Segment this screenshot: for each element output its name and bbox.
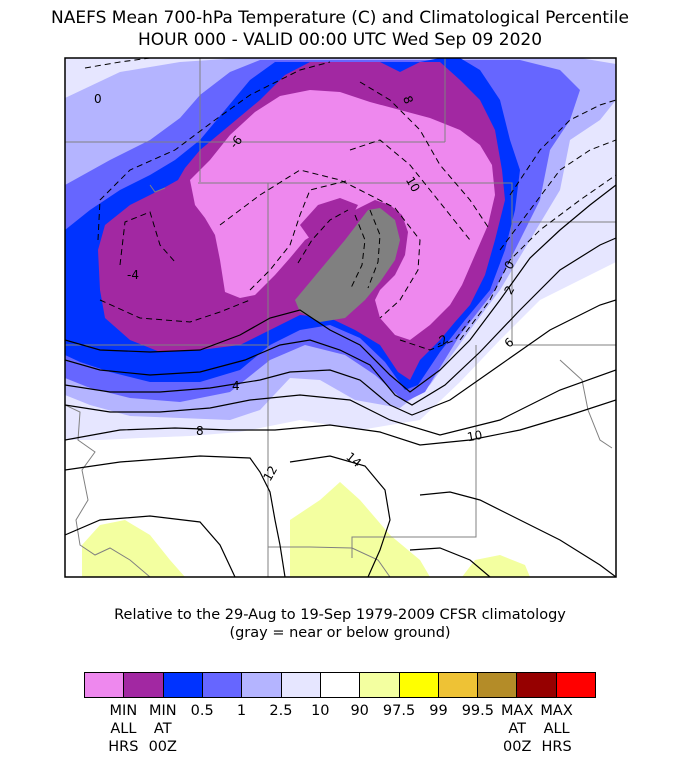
contour-label: 4 <box>232 379 240 393</box>
legend-label: 97.5 <box>382 703 416 719</box>
legend-label: 0.5 <box>190 703 214 719</box>
legend-swatch <box>280 673 320 697</box>
ground-note: (gray = near or below ground) <box>229 625 451 641</box>
negative-contours <box>84 58 616 351</box>
shade-p975-east <box>462 555 530 577</box>
map-subtitle: HOUR 000 - VALID 00:00 UTC Wed Sep 09 20… <box>137 30 543 50</box>
legend-label: 10 <box>311 703 330 719</box>
map-title: NAEFS Mean 700-hPa Temperature (C) and C… <box>51 8 629 28</box>
shade-min-00z-inner <box>300 198 358 242</box>
contour-label: 10 <box>403 174 423 194</box>
contour-label: 0 <box>94 92 102 106</box>
positive-contours <box>65 184 616 577</box>
legend-label: MIN ALL HRS <box>108 703 139 755</box>
climatology-caption: Relative to the 29-Aug to 19-Sep 1979-20… <box>114 607 566 623</box>
legend-swatch <box>162 673 202 697</box>
legend-label: 90 <box>350 703 369 719</box>
legend-label: 99.5 <box>461 703 494 719</box>
legend-swatch <box>359 673 399 697</box>
legend-swatch <box>516 673 556 697</box>
temperature-map: 0 8 -6 10 -4 0 2 -2 6 4 8 10 12 14 <box>64 57 617 578</box>
legend-label: MIN AT 00Z <box>148 703 177 755</box>
legend-swatch <box>241 673 281 697</box>
legend-swatch <box>398 673 438 697</box>
contour-label: 8 <box>400 94 416 106</box>
map-frame <box>64 57 617 578</box>
legend-swatch <box>85 673 124 697</box>
legend-swatch <box>437 673 478 697</box>
legend-label: 1 <box>236 703 247 719</box>
colorbar-legend <box>84 672 596 698</box>
legend-label: MAX AT 00Z <box>501 703 534 755</box>
legend-swatch <box>477 673 517 697</box>
legend-swatch <box>201 673 242 697</box>
legend-swatch <box>319 673 360 697</box>
legend-label: MAX ALL HRS <box>540 703 573 755</box>
legend-label: 2.5 <box>269 703 293 719</box>
shade-ground <box>295 208 400 322</box>
contour-label: 8 <box>196 424 204 438</box>
shade-p975-central <box>290 482 430 577</box>
map-layers: 0 8 -6 10 -4 0 2 -2 6 4 8 10 12 14 <box>65 58 616 577</box>
contour-label: -4 <box>127 268 139 282</box>
contour-label: 10 <box>466 428 483 444</box>
legend-label: 99 <box>429 703 448 719</box>
shade-p975-west <box>82 520 185 577</box>
legend-swatch <box>123 673 163 697</box>
contour-label: 12 <box>260 463 280 483</box>
political-borders <box>65 58 616 577</box>
legend-swatch <box>555 673 596 697</box>
